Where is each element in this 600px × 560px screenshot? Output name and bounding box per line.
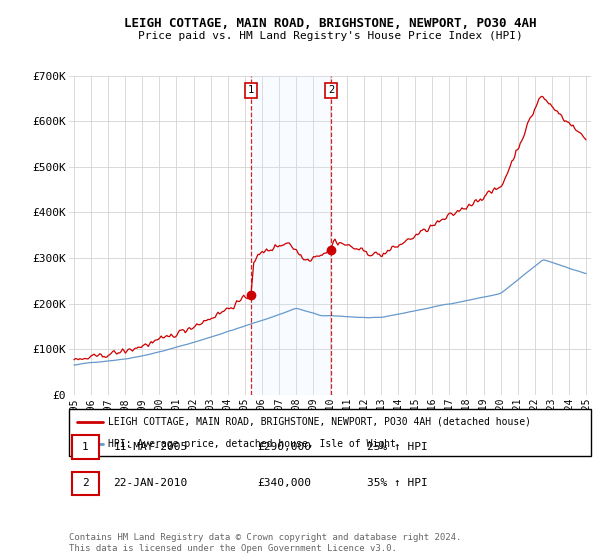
Text: 35% ↑ HPI: 35% ↑ HPI (367, 478, 427, 488)
Text: 11-MAY-2005: 11-MAY-2005 (113, 442, 188, 452)
Text: LEIGH COTTAGE, MAIN ROAD, BRIGHSTONE, NEWPORT, PO30 4AH (detached house): LEIGH COTTAGE, MAIN ROAD, BRIGHSTONE, NE… (108, 417, 531, 427)
Text: 1: 1 (248, 85, 254, 95)
Text: 22-JAN-2010: 22-JAN-2010 (113, 478, 188, 488)
Text: LEIGH COTTAGE, MAIN ROAD, BRIGHSTONE, NEWPORT, PO30 4AH: LEIGH COTTAGE, MAIN ROAD, BRIGHSTONE, NE… (124, 17, 536, 30)
Text: 2: 2 (328, 85, 334, 95)
Text: £340,000: £340,000 (257, 478, 311, 488)
Text: HPI: Average price, detached house, Isle of Wight: HPI: Average price, detached house, Isle… (108, 438, 396, 449)
Bar (71, 472, 99, 495)
Text: Price paid vs. HM Land Registry's House Price Index (HPI): Price paid vs. HM Land Registry's House … (137, 31, 523, 41)
Bar (251, 76, 331, 395)
Text: Contains HM Land Registry data © Crown copyright and database right 2024.
This d: Contains HM Land Registry data © Crown c… (69, 533, 461, 553)
Text: 2: 2 (82, 478, 89, 488)
Text: 1: 1 (82, 442, 89, 452)
Text: £290,000: £290,000 (257, 442, 311, 452)
Text: 25% ↑ HPI: 25% ↑ HPI (367, 442, 427, 452)
Bar (71, 435, 99, 459)
